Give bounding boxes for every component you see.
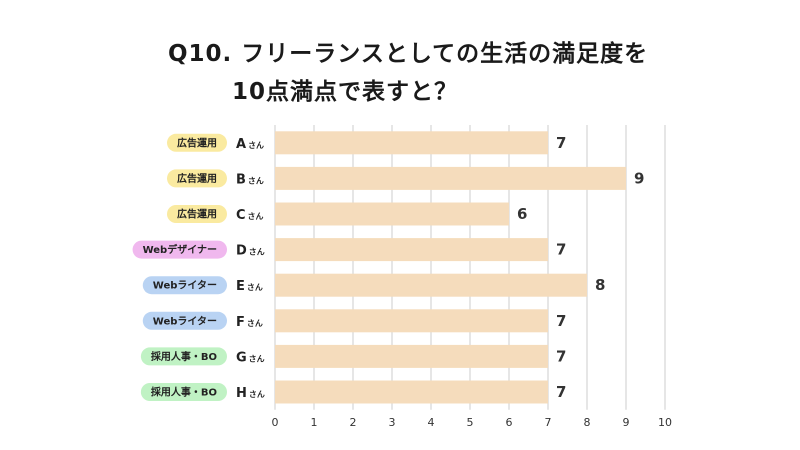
- chart-title: Q10. フリーランスとしての生活の満足度を 10点満点で表すと？: [0, 0, 800, 110]
- x-tick-label: 7: [545, 416, 552, 429]
- bar-value-label: 7: [556, 134, 566, 152]
- role-badge-pill: [140, 383, 227, 401]
- role-badge-pill: [142, 276, 227, 295]
- role-badge-label: 広告運用: [177, 136, 217, 149]
- role-badge-pill: [167, 205, 227, 223]
- bar-value-label: 7: [556, 383, 566, 401]
- role-badge: 採用人事・BO: [140, 347, 227, 366]
- role-badge-label: 広告運用: [177, 208, 217, 221]
- chart-title-line-2: 10点満点で表すと？: [232, 79, 459, 105]
- bar: [275, 202, 509, 226]
- role-badge: Webデザイナー: [132, 240, 227, 259]
- role-badge-label: 採用人事・BO: [151, 386, 217, 399]
- bar-value-label: 8: [595, 276, 605, 294]
- x-tick-label: 10: [658, 416, 672, 429]
- category-label: E さん: [236, 279, 263, 294]
- role-badge-label: Webデザイナー: [143, 243, 217, 256]
- role-badge: 広告運用: [167, 205, 227, 223]
- bar: [275, 380, 548, 404]
- role-badge-pill: [132, 240, 227, 259]
- category-label: D さん: [236, 244, 265, 259]
- role-badge-label: Webライター: [153, 315, 217, 327]
- category-label: A さん: [236, 137, 264, 152]
- bar-value-label: 7: [556, 312, 566, 330]
- bar: [275, 166, 626, 190]
- category-label: B さん: [236, 172, 264, 187]
- role-badge: Webライター: [142, 311, 227, 330]
- role-badge-label: 採用人事・BO: [151, 350, 217, 363]
- role-badge: Webライター: [142, 276, 227, 295]
- bar: [275, 344, 548, 368]
- role-badge: 広告運用: [167, 169, 227, 188]
- x-tick-label: 5: [467, 416, 474, 429]
- role-badge-label: 広告運用: [177, 172, 217, 185]
- role-badge-label: Webライター: [153, 280, 217, 292]
- category-label: G さん: [236, 350, 265, 365]
- bar-value-label: 6: [517, 205, 527, 223]
- x-tick-label: 8: [584, 416, 591, 429]
- role-badge-pill: [140, 347, 227, 366]
- category-label: H さん: [236, 386, 265, 401]
- bar: [275, 309, 548, 333]
- bar: [275, 131, 548, 155]
- chart-title-line-1: Q10. フリーランスとしての生活の満足度を: [168, 41, 649, 67]
- role-badge-pill: [142, 311, 227, 330]
- x-tick-label: 2: [350, 416, 357, 429]
- bar-value-label: 7: [556, 241, 566, 259]
- role-badge: 広告運用: [167, 133, 227, 152]
- bar: [275, 238, 548, 262]
- role-badge: 採用人事・BO: [140, 383, 227, 401]
- category-label: C さん: [236, 208, 264, 223]
- bar-value-label: 9: [634, 169, 644, 187]
- x-tick-label: 1: [311, 416, 318, 429]
- x-tick-label: 9: [623, 416, 630, 429]
- bar-value-label: 7: [556, 347, 566, 365]
- role-badge-pill: [167, 169, 227, 188]
- x-tick-label: 6: [506, 416, 513, 429]
- x-tick-label: 0: [272, 416, 279, 429]
- x-tick-label: 4: [428, 416, 435, 429]
- category-label: F さん: [236, 315, 263, 330]
- x-tick-label: 3: [389, 416, 396, 429]
- role-badge-pill: [167, 133, 227, 152]
- bar: [275, 273, 587, 297]
